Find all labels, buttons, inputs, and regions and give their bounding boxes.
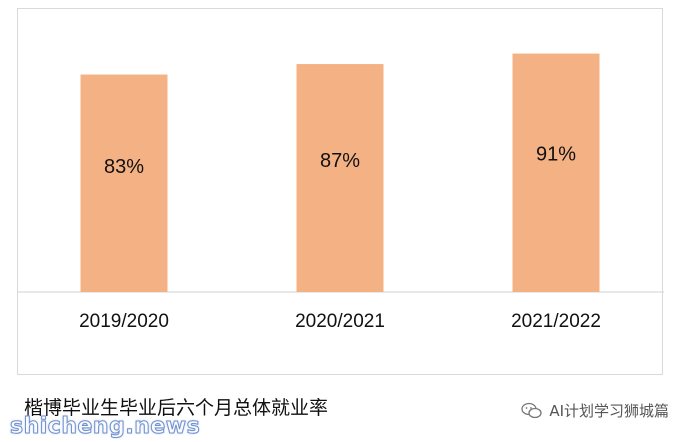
x-tick-label-2020/2021: 2020/2021	[295, 311, 385, 332]
bar-2019/2020	[80, 74, 168, 292]
bar-2021/2022	[512, 53, 600, 292]
wechat-icon	[521, 402, 543, 420]
data-label-2019/2020: 83%	[104, 156, 144, 178]
bar-chart: 83% 2019/2020 87% 2020/2021 91% 2021/2022	[18, 53, 664, 332]
watermark: shicheng.news	[9, 414, 201, 440]
source-credit: AI计划学习狮城篇	[521, 400, 669, 421]
chart-frame: 83% 2019/2020 87% 2020/2021 91% 2021/2022	[17, 8, 664, 375]
source-label: AI计划学习狮城篇	[549, 402, 669, 420]
data-label-2020/2021: 87%	[320, 150, 360, 172]
x-tick-label-2021/2022: 2021/2022	[511, 311, 601, 332]
data-label-2021/2022: 91%	[536, 144, 576, 166]
chart-caption: 楷博毕业生毕业后六个月总体就业率	[24, 397, 329, 419]
bar-2020/2021	[296, 64, 384, 292]
x-tick-label-2019/2020: 2019/2020	[79, 311, 169, 332]
